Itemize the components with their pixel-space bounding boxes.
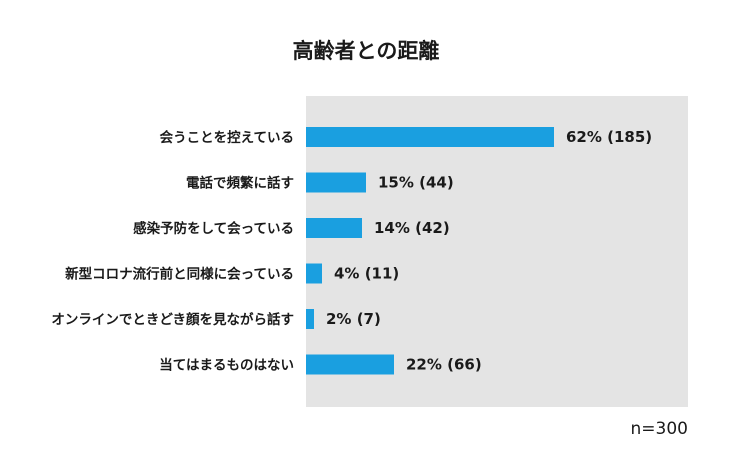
chart-title: 高齢者との距離 [293,39,440,63]
bar [306,218,362,238]
bars-group: 会うことを控えている 62% (185) 電話で頻繁に話す 15% (44) 感染予防を… [51,127,652,375]
data-label: 62% (185) [566,128,652,146]
category-label: 電話で頻繁に話す [186,175,294,192]
category-label: 当てはまるものはない [159,357,294,374]
category-label: 感染予防をして会っている [133,220,294,237]
bar [306,127,554,147]
bar [306,309,314,329]
data-label: 15% (44) [378,174,454,192]
category-label: オンラインでときどき顔を見ながら話す [51,311,294,328]
category-label: 会うことを控えている [160,129,294,146]
data-label: 4% (11) [334,265,399,283]
bar [306,354,394,375]
sample-size-note: n=300 [631,419,688,439]
bar [306,172,366,193]
data-label: 2% (7) [326,310,381,328]
data-label: 22% (66) [406,356,482,374]
category-label: 新型コロナ流行前と同様に会っている [65,266,294,283]
bar [306,263,322,284]
data-label: 14% (42) [374,219,450,237]
